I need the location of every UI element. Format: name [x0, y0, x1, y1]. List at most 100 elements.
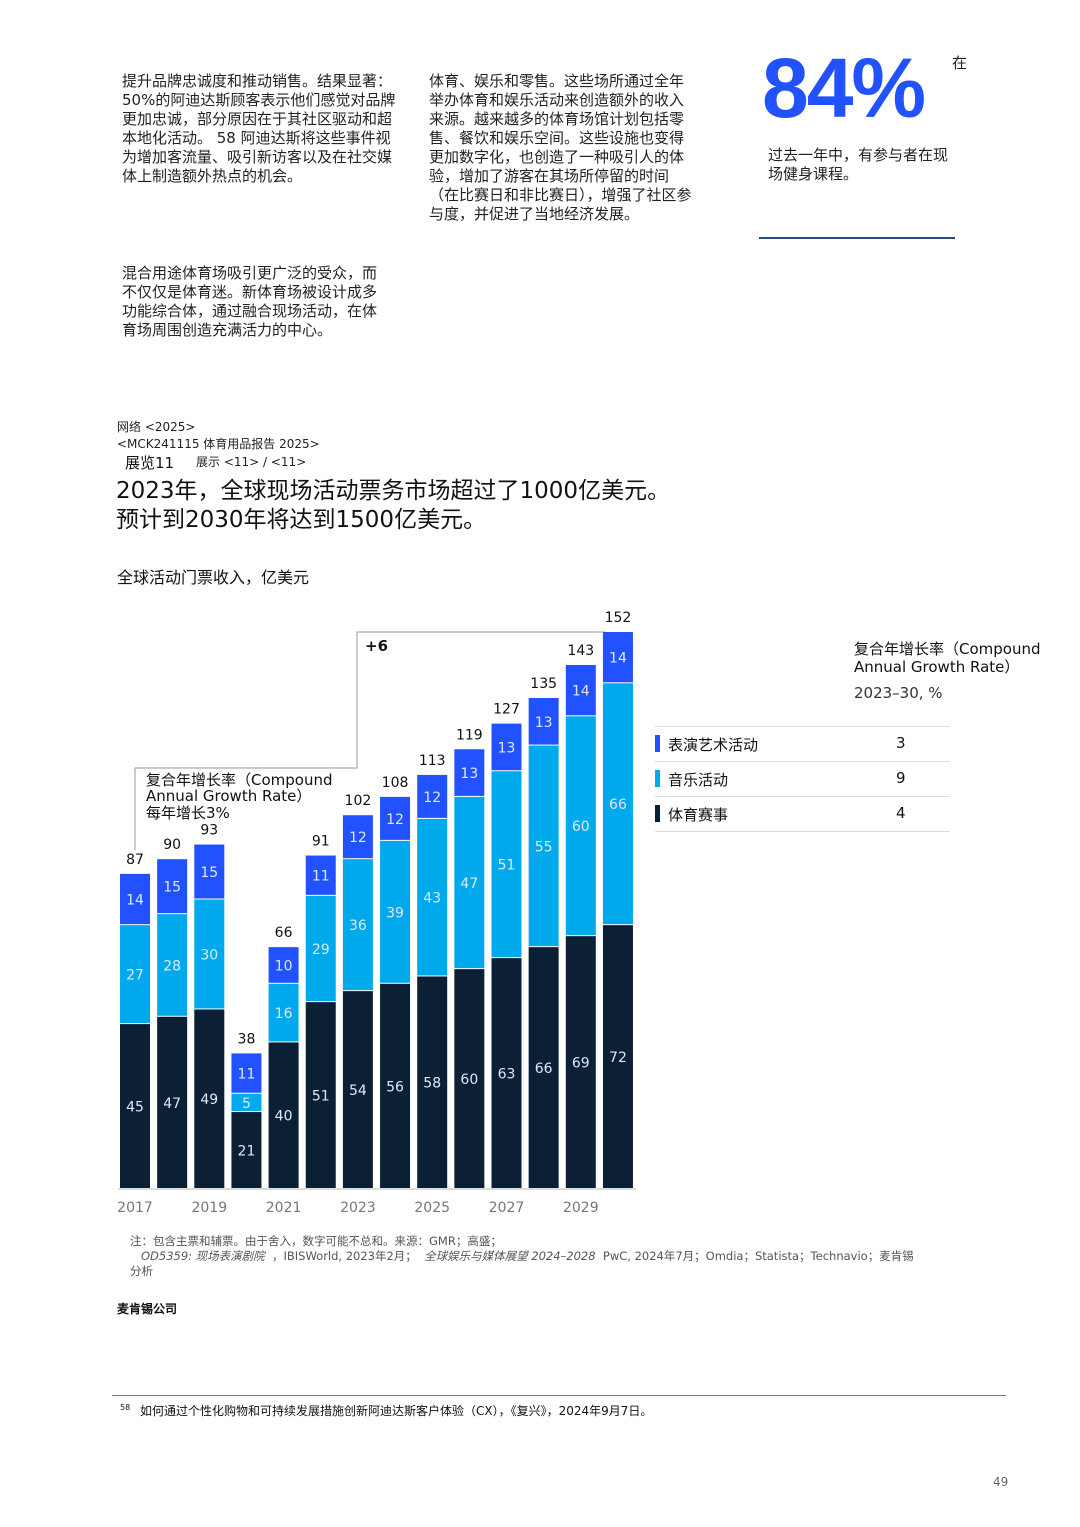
segment-label: 14 [609, 651, 627, 667]
bar-segment-2025-0 [417, 976, 448, 1188]
segment-label: 60 [572, 819, 590, 835]
segment-label: 29 [312, 942, 330, 958]
segment-label: 13 [535, 715, 553, 731]
total-label: 119 [456, 727, 483, 743]
total-label: 127 [493, 702, 520, 718]
source-ibisworld: ，IBISWorld, 2023年2月； [271, 1249, 417, 1263]
bar-segment-2022-0 [305, 1002, 336, 1188]
bar-segment-2022-1 [305, 895, 336, 1002]
page-number: 49 [993, 1475, 1009, 1489]
segment-label: 55 [535, 839, 553, 855]
bar-segment-2028-1 [528, 745, 559, 947]
bar-segment-2024-0 [380, 983, 411, 1188]
source-od5359: OD5359: 现场表演剧院 [140, 1249, 265, 1263]
segment-label: 47 [163, 1096, 181, 1112]
bar-segment-2027-2 [491, 723, 522, 771]
bar-segment-2026-2 [454, 749, 485, 796]
segment-label: 5 [242, 1096, 251, 1112]
segment-label: 11 [238, 1067, 256, 1083]
bar-segment-2028-2 [528, 697, 559, 745]
legend-label: 音乐活动 [668, 771, 729, 789]
x-tick-label: 2021 [266, 1200, 302, 1216]
segment-label: 12 [349, 830, 367, 846]
segment-label: 51 [498, 858, 516, 874]
legend-divider [655, 726, 950, 727]
bar-segment-2023-0 [342, 991, 373, 1188]
legend-row-music: 音乐活动 9 [655, 762, 950, 797]
x-tick-label: 2023 [340, 1200, 376, 1216]
x-tick-label: 2027 [489, 1200, 525, 1216]
headline-line-1: 2023年，全球现场活动票务市场超过了1000亿美元。 [116, 478, 671, 504]
segment-label: 12 [386, 812, 404, 828]
segment-label: 27 [126, 968, 144, 984]
x-tick-label: 2025 [414, 1200, 450, 1216]
legend-value: 4 [896, 804, 906, 822]
segment-label: 30 [200, 947, 218, 963]
bar-segment-2030-1 [602, 683, 633, 925]
callout-text: 过去一年中，有参与者在现场健身课程。 [768, 146, 949, 183]
segment-label: 69 [572, 1056, 590, 1072]
exhibit-ref: 展示 <11> / <11> [196, 455, 307, 469]
source-pwc-title: 全球娱乐与媒体展望 2024–2028 [424, 1249, 596, 1263]
segment-label: 45 [126, 1100, 144, 1116]
total-label: 143 [567, 643, 594, 659]
segment-label: 40 [275, 1109, 293, 1125]
bar-segment-2021-0 [268, 1042, 299, 1188]
bar-segment-2024-1 [380, 840, 411, 983]
footnote-number: 58 [120, 1403, 131, 1412]
legend-value: 9 [896, 769, 906, 787]
x-tick-label: 2019 [191, 1200, 227, 1216]
total-label: 102 [345, 793, 372, 809]
cagr-bracket [134, 631, 605, 850]
bar-segment-2019-2 [194, 844, 225, 899]
bar-segment-2020-0 [231, 1112, 262, 1188]
paragraph-adidas: 提升品牌忠诚度和推动销售。结果显著：50%的阿迪达斯顾客表示他们感觉对品牌更加忠… [122, 72, 396, 185]
legend-subtitle: 2023–30, % [854, 684, 943, 702]
chart-title: 全球活动门票收入，亿美元 [117, 568, 310, 587]
legend-value: 3 [896, 734, 906, 752]
callout-divider [759, 237, 955, 239]
x-tick-label: 2017 [117, 1200, 153, 1216]
total-label: 93 [200, 823, 218, 839]
cagr-forecast-value: +6 [365, 637, 389, 655]
legend-title: 复合年增长率（Compound Annual Growth Rate） [854, 640, 1041, 676]
bar-segment-2021-2 [268, 947, 299, 983]
segment-label: 39 [386, 905, 404, 921]
footnote-text: 如何通过个性化购物和可持续发展措施创新阿迪达斯客户体验（CX），《复兴》，202… [140, 1404, 653, 1418]
cagr-historic-value: 每年增长3% [146, 804, 230, 822]
legend-swatch [655, 770, 660, 787]
bar-segment-2026-0 [454, 969, 485, 1188]
notes-line-3: 分析 [130, 1264, 153, 1278]
bar-segment-2024-2 [380, 796, 411, 840]
bar-segment-2022-2 [305, 855, 336, 895]
segment-label: 11 [312, 869, 330, 885]
segment-label: 43 [423, 891, 441, 907]
segment-label: 12 [423, 790, 441, 806]
bar-segment-2030-2 [602, 632, 633, 683]
source-line-1: 网络 <2025> [117, 420, 196, 434]
total-label: 90 [163, 837, 181, 853]
bar-segment-2029-0 [565, 936, 596, 1188]
total-label: 66 [275, 925, 293, 941]
chart-notes: 注：包含主票和辅票。由于舍入，数字可能不总和。来源：GMR；高盛； OD5359… [130, 1234, 940, 1279]
source-pwc: PwC, 2024年7月；Omdia；Statista；Technavio；麦肯… [602, 1249, 914, 1263]
segment-label: 56 [386, 1079, 404, 1095]
cagr-historic-label: 复合年增长率（Compound Annual Growth Rate） [146, 771, 333, 805]
bar-segment-2018-2 [157, 859, 188, 914]
total-label: 38 [238, 1031, 256, 1047]
segment-label: 28 [163, 958, 181, 974]
segment-label: 10 [275, 958, 293, 974]
segment-label: 14 [572, 684, 590, 700]
bar-segment-2029-2 [565, 664, 596, 716]
bar-segment-2023-2 [342, 815, 373, 859]
legend-row-performing-arts: 表演艺术活动 3 [655, 727, 950, 762]
source-line-2: <MCK241115 体育用品报告 2025> [117, 437, 320, 451]
company-name: 麦肯锡公司 [117, 1302, 178, 1316]
total-label: 152 [605, 610, 632, 626]
bar-segment-2023-1 [342, 859, 373, 991]
segment-label: 63 [498, 1067, 516, 1083]
legend-swatch [655, 805, 660, 822]
legend-label: 体育赛事 [668, 806, 729, 824]
bar-segment-2018-1 [157, 914, 188, 1016]
segment-label: 66 [609, 797, 627, 813]
